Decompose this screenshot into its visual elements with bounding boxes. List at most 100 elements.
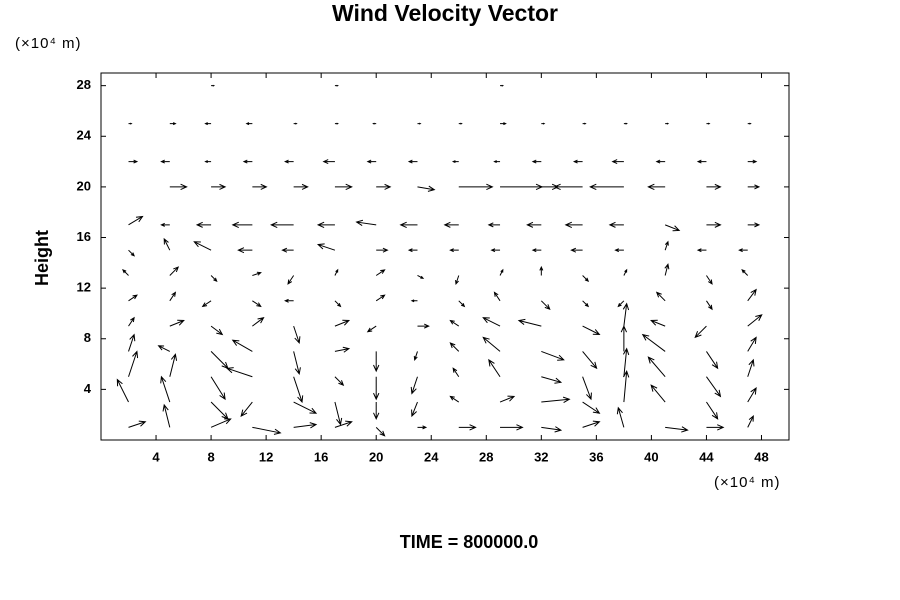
wind-vector	[407, 248, 418, 253]
wind-vector	[517, 318, 542, 327]
wind-vector	[210, 275, 218, 282]
y-tick-label: 20	[77, 178, 91, 193]
wind-vector	[582, 401, 601, 414]
wind-vector	[417, 323, 430, 329]
wind-vector	[452, 367, 460, 378]
wind-vector	[407, 159, 418, 164]
wind-vector	[738, 248, 748, 253]
wind-vector	[694, 325, 707, 339]
wind-vector	[449, 248, 459, 253]
wind-vector	[293, 325, 301, 345]
wind-vector	[128, 122, 133, 125]
x-tick-label: 20	[369, 449, 383, 464]
time-annotation: TIME = 800000.0	[400, 532, 539, 552]
wind-vector	[210, 401, 229, 420]
wind-vector	[747, 415, 754, 428]
wind-vector	[252, 300, 262, 308]
wind-vector	[322, 159, 335, 165]
wind-vector	[169, 122, 177, 126]
wind-vector	[443, 221, 459, 228]
y-tick-label: 24	[77, 128, 92, 143]
x-tick-label: 40	[644, 449, 658, 464]
wind-vector	[665, 122, 670, 125]
wind-vector	[334, 319, 351, 327]
wind-vector	[608, 221, 624, 228]
wind-vector	[355, 219, 377, 227]
wind-vector	[116, 378, 129, 403]
wind-vector	[376, 247, 389, 253]
wind-vector	[284, 159, 294, 164]
wind-vector	[455, 275, 460, 286]
wind-vector	[245, 122, 253, 126]
y-tick-label: 8	[84, 330, 91, 345]
wind-vector	[655, 159, 666, 164]
wind-vector	[531, 248, 542, 253]
wind-vector	[623, 122, 628, 125]
wind-vector	[195, 221, 212, 228]
wind-vector	[334, 346, 351, 353]
wind-vector	[162, 403, 171, 428]
wind-vector	[647, 183, 666, 191]
x-tick-label: 8	[207, 449, 214, 464]
wind-vector	[417, 185, 436, 192]
wind-vector	[706, 183, 722, 190]
wind-vector	[650, 384, 666, 403]
wind-vector	[655, 291, 666, 302]
wind-vector	[664, 240, 669, 251]
wind-vector	[482, 336, 501, 352]
wind-vector	[582, 122, 587, 125]
wind-vector	[242, 159, 253, 164]
wind-vector	[169, 266, 180, 276]
wind-vector	[410, 299, 418, 303]
wind-vector	[287, 275, 295, 285]
wind-vector	[665, 426, 689, 433]
wind-vector	[541, 122, 546, 125]
wind-vector	[747, 222, 761, 228]
wind-vector	[160, 222, 170, 227]
wind-vector	[376, 183, 392, 190]
wind-vector	[499, 268, 504, 276]
chart-title: Wind Velocity Vector	[332, 0, 558, 26]
wind-vector	[252, 183, 268, 190]
wind-vector	[747, 122, 752, 125]
wind-vector	[541, 396, 571, 403]
wind-vector	[620, 324, 628, 352]
wind-vector	[169, 353, 178, 377]
wind-vector	[706, 401, 719, 420]
wind-vector	[211, 183, 227, 190]
wind-vector	[252, 316, 265, 327]
wind-vector	[493, 291, 501, 302]
wind-vector	[160, 159, 170, 164]
wind-vector	[157, 345, 171, 352]
wind-vector	[458, 183, 494, 191]
wind-vector	[399, 221, 418, 229]
wind-vector	[373, 351, 380, 373]
wind-vector	[270, 221, 294, 229]
wind-vector	[240, 401, 253, 417]
wind-vector	[293, 376, 304, 404]
plot-frame	[100, 72, 790, 441]
wind-vector	[582, 275, 590, 282]
wind-vector	[449, 342, 460, 352]
wind-vector	[747, 314, 763, 327]
wind-vector	[589, 183, 624, 191]
x-tick-label: 16	[314, 449, 328, 464]
wind-vector	[572, 159, 583, 164]
wind-vector	[458, 424, 477, 431]
wind-vector	[128, 333, 136, 352]
wind-vector	[293, 183, 309, 190]
wind-vector	[622, 347, 630, 377]
wind-vector	[334, 300, 342, 308]
wind-vector	[128, 350, 139, 377]
wind-vector	[553, 183, 583, 191]
wind-vector	[169, 183, 188, 191]
wind-vector	[541, 426, 563, 433]
wind-vector	[623, 268, 628, 276]
wind-vector	[375, 269, 386, 276]
wind-vector	[293, 351, 301, 375]
wind-vector	[417, 425, 428, 430]
wind-vector	[211, 84, 216, 87]
wind-vector	[526, 221, 542, 228]
wind-vector	[706, 221, 722, 228]
wind-vector	[617, 300, 625, 308]
